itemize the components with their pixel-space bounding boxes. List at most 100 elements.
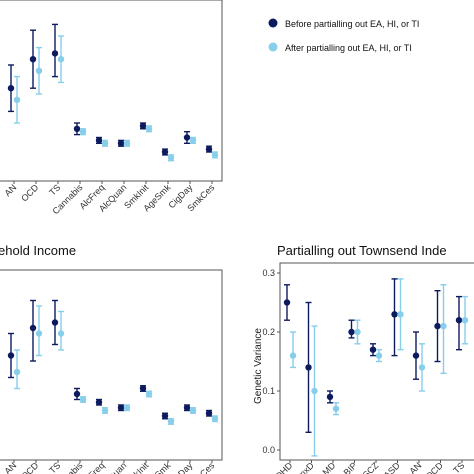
- point-marker: [145, 125, 153, 132]
- point-marker: [73, 125, 81, 132]
- point-marker: [57, 56, 65, 63]
- point-marker: [391, 311, 398, 318]
- data-point-after: [145, 125, 153, 133]
- data-point-after: [57, 35, 65, 84]
- data-point-before: [283, 284, 291, 321]
- point-marker: [123, 140, 131, 147]
- point-marker: [29, 56, 37, 63]
- y-tick-label: 0.0: [262, 445, 275, 455]
- point-marker: [13, 368, 21, 376]
- data-point-after: [13, 349, 21, 390]
- point-marker: [461, 317, 469, 324]
- plot-frame: [279, 262, 474, 461]
- point-marker: [79, 128, 87, 135]
- point-marker: [161, 148, 169, 156]
- x-tick-label: TS: [47, 182, 62, 197]
- x-tick-label: OCD: [19, 182, 41, 204]
- x-tick-label: AN: [407, 460, 423, 474]
- x-tick-label: SCZ: [361, 460, 381, 474]
- data-point-before: [117, 404, 125, 412]
- point-marker: [332, 405, 340, 412]
- data-point-before: [95, 398, 103, 406]
- data-point-before: [51, 299, 59, 346]
- data-point-after: [440, 284, 447, 374]
- point-marker: [101, 407, 109, 414]
- point-marker: [354, 328, 361, 336]
- data-point-after: [311, 325, 318, 457]
- point-marker: [375, 352, 383, 359]
- plot-frame: [0, 269, 223, 461]
- point-marker: [211, 415, 219, 422]
- data-point-before: [139, 385, 147, 392]
- plot-frame: [0, 0, 223, 182]
- data-point-after: [35, 305, 43, 357]
- point-marker: [7, 85, 15, 92]
- point-marker: [29, 324, 37, 332]
- data-point-before: [95, 136, 103, 145]
- data-point-before: [326, 390, 334, 404]
- data-point-before: [183, 130, 191, 145]
- y-tick-label: 0.2: [262, 327, 275, 337]
- point-marker: [57, 330, 65, 337]
- point-marker: [183, 134, 191, 141]
- point-marker: [35, 330, 43, 337]
- point-marker: [289, 352, 297, 359]
- data-point-after: [397, 278, 404, 351]
- point-marker: [369, 346, 377, 353]
- data-point-before: [161, 148, 169, 156]
- point-marker: [123, 404, 131, 411]
- point-marker: [35, 67, 43, 75]
- data-point-before: [434, 290, 441, 363]
- data-point-before: [391, 278, 398, 357]
- data-point-after: [167, 418, 175, 425]
- point-marker: [73, 390, 81, 398]
- data-point-after: [123, 139, 131, 147]
- point-marker: [205, 145, 213, 153]
- data-point-after: [375, 349, 383, 363]
- legend: Before partialling out EA, HI, or TI Aft…: [268, 18, 419, 53]
- point-marker: [95, 399, 103, 406]
- data-point-after: [189, 407, 197, 414]
- point-marker: [161, 412, 169, 420]
- data-point-after: [418, 343, 426, 392]
- data-point-before: [29, 29, 37, 89]
- point-marker: [305, 364, 312, 371]
- data-point-after: [123, 404, 131, 412]
- point-marker: [139, 385, 147, 392]
- point-marker: [205, 410, 213, 417]
- x-tick-label: TS: [451, 460, 466, 474]
- x-tick-label: ADHD: [269, 460, 294, 474]
- x-tick-label: AnxD: [293, 460, 316, 474]
- data-point-before: [117, 139, 125, 147]
- data-point-after: [167, 154, 175, 162]
- point-marker: [13, 96, 21, 104]
- point-marker: [434, 322, 441, 330]
- y-tick-label: 0.1: [262, 386, 275, 396]
- point-marker: [348, 328, 355, 336]
- legend-after-marker: [268, 42, 278, 52]
- data-point-before: [161, 412, 169, 420]
- point-marker: [418, 364, 426, 371]
- point-marker: [117, 404, 125, 411]
- x-tick-label: TS: [47, 460, 62, 474]
- data-point-before: [73, 387, 81, 401]
- data-point-after: [79, 128, 87, 136]
- point-marker: [455, 317, 463, 324]
- x-tick-label: AN: [2, 460, 18, 474]
- point-marker: [167, 154, 175, 161]
- x-tick-label: BIP: [342, 460, 359, 474]
- data-point-after: [101, 139, 109, 147]
- point-marker: [189, 407, 197, 414]
- x-tick-label: ASD: [382, 460, 403, 474]
- data-point-before: [7, 64, 15, 113]
- legend-before-label: Before partialling out EA, HI, or TI: [285, 19, 419, 29]
- point-marker: [311, 387, 318, 395]
- data-point-before: [73, 122, 81, 136]
- data-point-after: [211, 151, 219, 159]
- legend-before-marker: [268, 18, 278, 28]
- point-marker: [79, 396, 87, 403]
- data-point-before: [139, 122, 147, 130]
- point-marker: [51, 319, 59, 326]
- data-point-before: [7, 332, 15, 379]
